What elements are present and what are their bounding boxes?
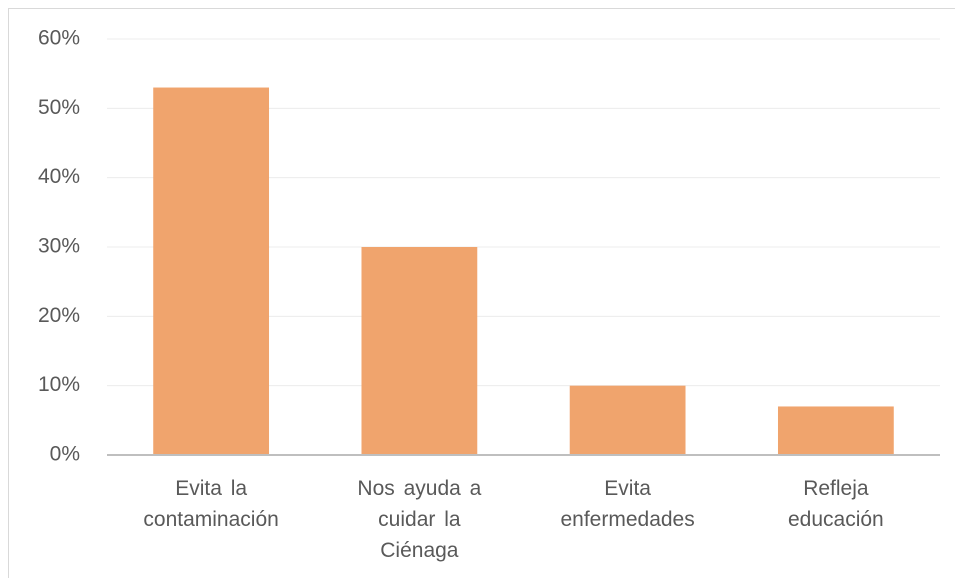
- y-tick-label: 20%: [38, 304, 80, 327]
- bar: [569, 385, 686, 455]
- y-tick-label: 10%: [38, 373, 80, 396]
- y-tick-label: 60%: [38, 27, 80, 50]
- x-tick-label: Evita la contaminación: [143, 477, 279, 531]
- x-tick-label: Nos ayuda a cuidar la Ciénaga: [357, 477, 482, 562]
- x-tick-label: Evita enfermedades: [560, 477, 695, 531]
- y-tick-label: 50%: [38, 96, 80, 119]
- bar: [777, 406, 894, 455]
- y-tick-label: 30%: [38, 235, 80, 258]
- y-tick-label: 0%: [50, 443, 80, 466]
- chart-border: [8, 8, 955, 578]
- bar: [153, 87, 270, 456]
- bar: [361, 247, 478, 455]
- x-tick-label: Refleja educación: [788, 477, 884, 531]
- y-tick-label: 40%: [38, 165, 80, 188]
